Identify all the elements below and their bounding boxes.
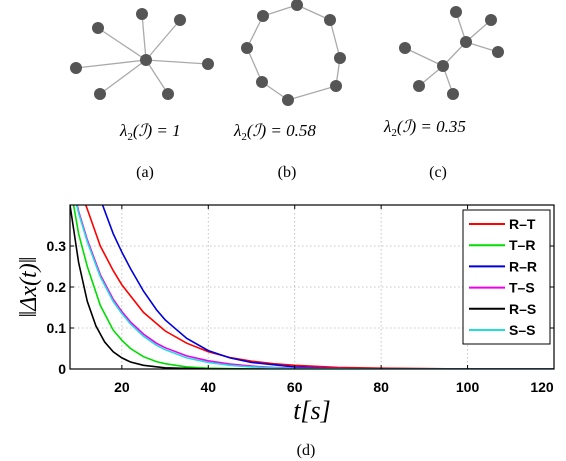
line-chart: 20 40 60 80 100 120 0 0.1 0.2 0.3 R–T T–R R–R T–S R–S… [16,204,555,459]
graph-node [94,88,106,100]
graph-edge [145,59,209,65]
y-tick-label: 0.2 [47,279,67,295]
graph-edge [329,19,341,59]
graph-edge [99,59,147,95]
x-tick-label: 40 [200,379,216,395]
graph-node [257,10,269,22]
y-tick-label: 0 [58,361,66,377]
graph-node [291,0,303,11]
graph-edge [97,27,147,61]
graph-node [437,60,449,72]
legend-label: T–S [509,280,535,296]
x-axis-label: t[s] [293,396,331,425]
graph-node [450,6,462,18]
x-tick-label: 100 [456,379,480,395]
eigenvalue-label-a: λ2(ℐ) = 1 [119,121,181,143]
caption-a: (a) [136,164,154,181]
y-axis-label: ‖Δx(t)‖ [16,257,42,318]
graph-node [162,88,174,100]
series-line-R–S [70,205,554,369]
legend-label: S–S [509,322,535,338]
graph-edge [404,47,444,67]
graph-edge [145,59,169,95]
x-tick-label: 120 [530,379,554,395]
graph-node [92,22,104,34]
series-line-T–R [72,205,554,369]
axis-ticks: 20 40 60 80 100 120 0 0.1 0.2 0.3 [47,205,555,395]
graph-node [413,80,425,92]
graph-node [399,42,411,54]
graph-node [174,14,186,26]
graph-edge [145,19,181,61]
legend-label: R–R [509,258,537,274]
graph-node [282,94,294,106]
graph-node [140,54,152,66]
graph-a [70,8,214,100]
graph-node [447,88,459,100]
caption-d: (d) [297,442,316,459]
eigenvalue-label-c: λ2(ℐ) = 0.35 [383,117,466,139]
legend-label: T–R [509,237,535,253]
legend-label: R–T [509,216,536,232]
graph-c [399,6,504,100]
graph-node [136,8,148,20]
graph-edge [296,4,331,21]
series-line-S–S [75,205,554,369]
legend-box [462,209,551,345]
series-lines [70,205,554,369]
eigenvalue-label-b: λ2(ℐ) = 0.58 [233,121,316,143]
graph-edge [141,13,147,61]
graph-node [485,14,497,26]
graph-node [324,14,336,26]
x-tick-label: 20 [114,379,130,395]
legend-label: R–S [509,301,536,317]
series-line-R–R [101,205,554,369]
graph-node [256,76,268,88]
x-tick-label: 80 [373,379,389,395]
network-graphs [70,0,504,106]
graph-node [330,80,342,92]
graph-b [241,0,346,106]
graph-node [202,58,214,70]
legend: R–T T–R R–R T–S R–S S–S [462,209,551,345]
graph-edge [246,47,263,83]
caption-b: (b) [278,164,297,181]
caption-c: (c) [429,164,447,181]
graph-node [492,46,504,58]
y-tick-label: 0.3 [47,238,67,254]
graph-node [460,36,472,48]
graph-edge [75,59,147,69]
y-tick-label: 0.1 [47,320,67,336]
graph-node [70,62,82,74]
x-tick-label: 60 [287,379,303,395]
graph-node [241,42,253,54]
graph-edge [287,85,337,101]
graph-node [334,52,346,64]
